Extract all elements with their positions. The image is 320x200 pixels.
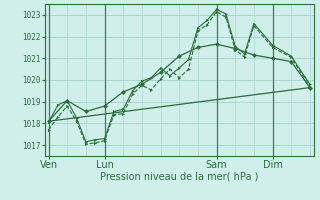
X-axis label: Pression niveau de la mer( hPa ): Pression niveau de la mer( hPa ) xyxy=(100,172,258,182)
